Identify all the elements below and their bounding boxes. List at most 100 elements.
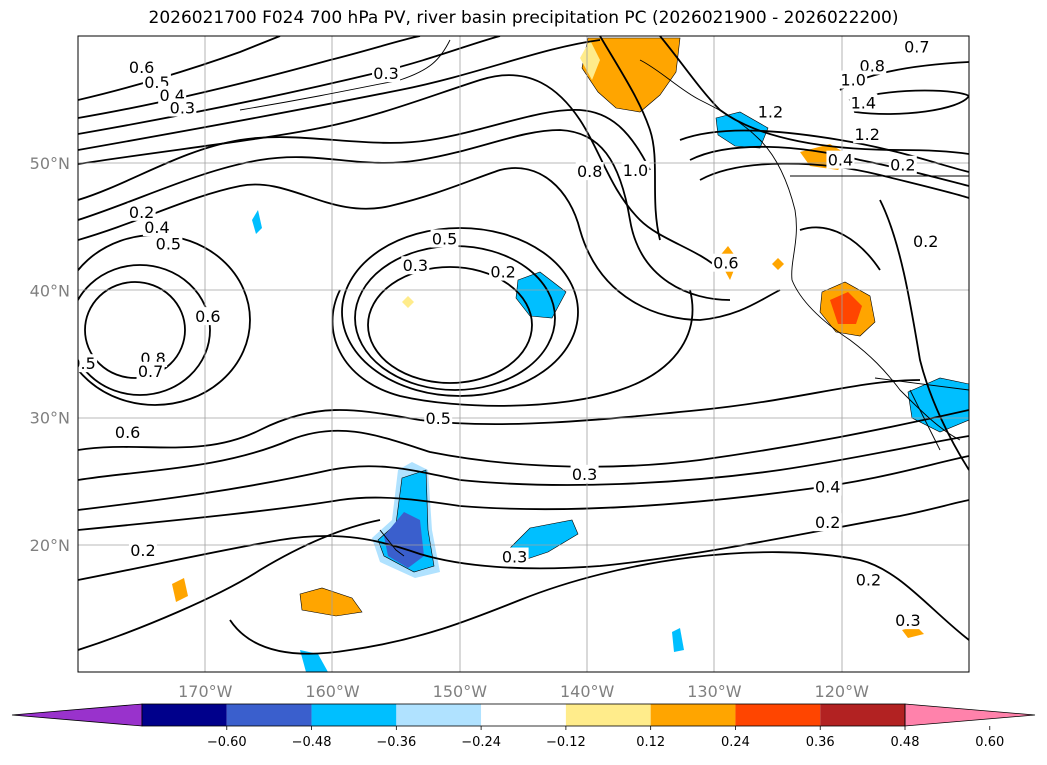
precip-negative-area [252,210,262,234]
contour-label-bg [902,37,931,56]
gridlines [78,36,969,672]
contour-label: 0.6 [129,58,154,77]
pv-contour [367,266,533,384]
contour-label-bg [113,422,142,441]
contour-label: 0.6 [195,307,220,326]
colorbar-segment [565,704,651,726]
contour-label-bg [154,234,183,253]
contour-label: 0.2 [129,203,154,222]
contour-label-bg [401,256,430,275]
precip-positive-area [580,40,600,80]
contour-label-bg [78,354,98,373]
coastline-alaska [239,39,451,111]
colorbar-tick-label: 0.48 [891,735,920,750]
contour-label: 1.0 [840,71,865,90]
contour-label: 0.3 [502,548,527,567]
contour-label: 0.3 [895,611,920,630]
pv-contour [599,36,661,241]
contour-label-bg [621,160,650,179]
contour-label: 0.7 [904,37,929,56]
colorbar [11,703,1036,727]
pv-contour [78,36,281,101]
precip-positive-area [830,292,862,324]
contour-label: 0.8 [577,162,602,181]
contour-label: 0.3 [170,99,195,118]
contour-label-bg [854,570,883,589]
contour-label-bg [128,541,157,560]
pv-contour [229,551,969,655]
contour-label-bg [853,125,882,144]
lon-tick-labels: 170°W 160°W 150°W 140°W 130°W 120°W [178,682,869,701]
precip-positive-area [172,578,188,602]
pv-contour [84,281,186,379]
pv-contour [799,226,881,271]
colorbar-outline [141,703,906,727]
contour-label-bg [826,150,855,169]
colorbar-tick-label: −0.48 [292,735,332,750]
precip-shading [172,37,969,672]
pv-contour [78,409,969,481]
contour-label: 0.3 [373,64,398,83]
contour-label: 0.5 [425,409,450,428]
pv-contour [78,519,381,651]
colorbar-tick-label: 0.12 [636,735,665,750]
contour-label: 1.4 [851,93,876,112]
contour-label-bg [570,464,599,483]
contour-label: 0.6 [713,254,738,273]
contour-label-bg [888,155,917,174]
colorbar-segment [650,704,736,726]
colorbar-tick-label: 0.60 [975,735,1004,750]
contour-label: 0.6 [115,423,140,442]
precip-positive-area [402,296,414,308]
contour-label-bg [813,513,842,532]
precip-positive-area [299,587,363,617]
contour-label: 1.2 [854,125,879,144]
pv-contour [78,109,651,201]
pv-contour [78,499,969,581]
contour-label: 0.3 [403,256,428,275]
pv-contour [659,36,969,155]
pv-contour [879,199,969,471]
colorbar-segment [226,704,312,726]
lon-tick-label: 170°W [178,682,233,701]
pv-contour [78,129,731,301]
contour-label-bg [839,70,868,89]
colorbar-extend-max [904,703,1036,727]
pv-contours [78,36,969,655]
contour-label-bg [849,93,878,112]
contour-label: 0.4 [828,151,853,170]
contour-label: 0.2 [130,541,155,560]
colorbar-tick-labels: −0.60 −0.48 −0.36 −0.24 −0.12 0.12 0.24 0.36 0.4… [207,726,1004,750]
map-layer: 0.60.50.40.30.30.20.40.5 0.50.3 0.20.60.80… [78,36,969,672]
pv-contour [78,39,601,151]
contour-label: 0.7 [138,362,163,381]
contour-label: 0.5 [432,230,457,249]
contour-label-bg [575,162,604,181]
contour-label: 0.5 [156,235,181,254]
contour-labels: 0.60.50.40.30.30.20.40.5 0.50.3 0.20.60.80… [78,37,940,630]
lat-tick-label: 50°N [30,154,70,173]
precip-positive-area [772,258,784,270]
contour-label-bg [372,64,401,83]
chart-title: 2026021700 F024 700 hPa PV, river basin … [148,8,899,28]
colorbar-tick-label: −0.36 [376,735,416,750]
colorbar-segment [735,704,821,726]
contour-label: 0.2 [856,570,881,589]
contour-label: 1.0 [623,161,648,180]
contour-label: 0.2 [890,156,915,175]
contour-label: 0.3 [572,465,597,484]
lon-tick-label: 150°W [433,682,488,701]
contour-label-bg [711,253,740,272]
colorbar-tick-label: 0.24 [721,735,750,750]
colorbar-tick-label: 0.36 [806,735,835,750]
pv-contour [78,435,969,511]
contour-label-bg [813,477,842,496]
contour-label-bg [136,361,165,380]
contour-label-bg [424,408,453,427]
contour-label: 0.2 [490,263,515,282]
contour-label-bg [127,57,156,76]
contour-label-bg [756,102,785,121]
coastline-baja [909,389,941,451]
lon-tick-label: 120°W [815,682,870,701]
coastlines [239,39,969,557]
